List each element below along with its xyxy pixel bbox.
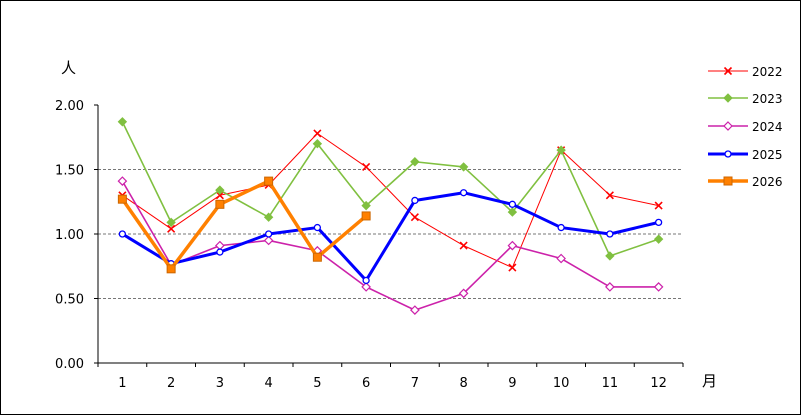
legend-item: 2023 xyxy=(708,92,783,106)
data-point xyxy=(215,199,225,209)
y-tick-label: 0.50 xyxy=(55,293,84,308)
x-tick-label: 3 xyxy=(216,376,224,391)
data-point xyxy=(361,211,371,221)
data-point xyxy=(411,196,419,205)
legend-swatch-marker xyxy=(723,93,733,103)
data-point xyxy=(507,207,518,217)
data-point xyxy=(166,264,176,274)
grid-lines xyxy=(98,169,683,299)
y-tick-label: 1.50 xyxy=(55,164,84,179)
x-tick-label: 11 xyxy=(602,376,619,391)
data-point xyxy=(263,212,274,222)
data-point xyxy=(654,201,663,210)
data-point xyxy=(507,240,518,251)
data-point xyxy=(508,200,517,208)
x-tick-label: 9 xyxy=(508,376,516,391)
series-2024 xyxy=(117,176,664,315)
data-point xyxy=(410,305,420,315)
data-point xyxy=(264,230,273,238)
legend-swatch-marker xyxy=(723,66,733,76)
data-point xyxy=(117,117,128,127)
x-tick-label: 7 xyxy=(411,376,419,391)
data-point xyxy=(215,185,225,195)
data-point xyxy=(264,176,274,186)
series-line xyxy=(121,191,659,282)
data-point xyxy=(263,235,274,246)
data-point xyxy=(606,230,614,238)
data-point xyxy=(557,223,565,232)
x-axis-unit-label: 月 xyxy=(702,372,717,390)
legend-label: 2022 xyxy=(752,65,783,79)
x-tick-labels: 1 2 3 4 5 6 7 8 9 10 11 12 xyxy=(97,363,684,391)
x-tick-label: 2 xyxy=(167,376,175,391)
legend: 2022 2023 2024 2025 2026 xyxy=(708,65,783,189)
data-point xyxy=(361,282,371,292)
series-group xyxy=(117,117,664,315)
data-point xyxy=(556,145,566,155)
data-point xyxy=(605,251,615,261)
data-point xyxy=(410,157,420,167)
data-point xyxy=(361,200,371,211)
legend-swatch-marker xyxy=(723,176,733,186)
data-point xyxy=(215,191,224,200)
legend-item: 2022 xyxy=(708,65,783,79)
data-point xyxy=(362,162,371,171)
y-tick-label: 0.00 xyxy=(55,357,84,372)
x-tick-label: 8 xyxy=(459,376,467,391)
series-line xyxy=(120,179,368,271)
data-point xyxy=(166,217,176,228)
data-point xyxy=(459,189,468,197)
legend-item: 2026 xyxy=(708,175,783,189)
data-point xyxy=(117,176,128,186)
legend-item: 2024 xyxy=(708,120,783,134)
data-point xyxy=(556,253,566,264)
series-2023 xyxy=(117,117,664,261)
data-point xyxy=(216,248,224,256)
series-2026 xyxy=(117,176,371,274)
data-point xyxy=(117,194,127,204)
x-tick-label: 12 xyxy=(650,376,667,391)
y-axis-unit-label: 人 xyxy=(61,59,76,77)
y-tick-label: 2.00 xyxy=(55,99,84,114)
x-tick-label: 5 xyxy=(313,376,321,391)
y-tick-label: 1.00 xyxy=(55,228,84,243)
data-point xyxy=(362,276,370,285)
series-2025 xyxy=(118,189,663,285)
data-point xyxy=(459,241,468,250)
data-point xyxy=(653,234,664,244)
legend-label: 2026 xyxy=(752,175,783,189)
data-point xyxy=(313,129,322,138)
data-point xyxy=(605,282,615,292)
data-point xyxy=(508,263,517,272)
series-line xyxy=(122,132,659,269)
data-point xyxy=(458,162,469,172)
legend-item: 2025 xyxy=(708,148,783,162)
legend-label: 2023 xyxy=(752,92,783,106)
legend-label: 2025 xyxy=(752,148,783,162)
data-point xyxy=(312,138,323,149)
data-point xyxy=(654,218,663,227)
x-tick-label: 10 xyxy=(553,376,570,391)
data-point xyxy=(118,230,127,238)
legend-swatch-marker xyxy=(724,150,732,158)
data-point xyxy=(313,223,322,232)
series-line xyxy=(121,180,659,311)
legend-swatch-marker xyxy=(723,121,733,131)
data-point xyxy=(312,252,322,262)
series-line xyxy=(121,121,659,257)
data-point xyxy=(653,282,664,292)
x-tick-label: 6 xyxy=(362,376,370,391)
data-point xyxy=(458,288,469,299)
data-point xyxy=(167,224,176,233)
x-tick-label: 4 xyxy=(264,376,272,391)
series-2022 xyxy=(118,129,663,272)
data-point xyxy=(410,213,419,222)
legend-label: 2024 xyxy=(752,120,783,134)
y-tick-labels: 0.00 0.50 1.00 1.50 2.00 xyxy=(55,99,98,372)
data-point xyxy=(605,191,614,200)
x-tick-label: 1 xyxy=(118,376,126,391)
